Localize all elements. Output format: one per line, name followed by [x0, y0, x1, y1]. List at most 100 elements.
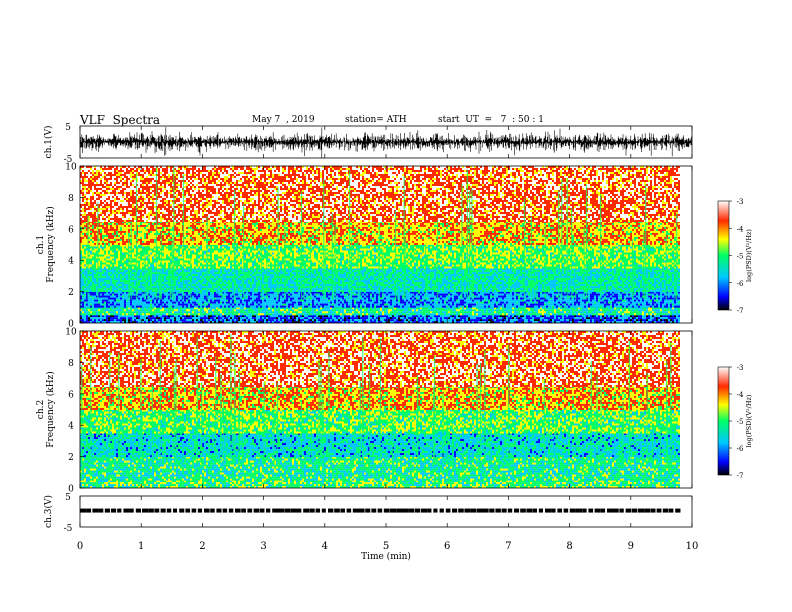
ch1-spectrogram-cell	[564, 307, 566, 310]
ch1-spectrogram-cell	[634, 321, 636, 324]
ch1-spectrogram-cell	[580, 319, 582, 322]
ch1-spectrogram-cell	[368, 303, 370, 306]
ch1-spectrogram-cell	[442, 293, 444, 296]
ch1-spectrogram-cell	[172, 317, 174, 320]
ch1-spectrogram-cell	[154, 317, 156, 320]
ch1-spectrogram-cell	[650, 315, 652, 318]
ch1-spectrogram-cell	[596, 321, 598, 324]
ch1-spectrogram-cell	[240, 297, 242, 300]
ch1-spectrogram-cell	[502, 319, 504, 322]
ch1-spectrogram-cell	[504, 315, 506, 318]
ch1-spectrogram-cell	[134, 321, 136, 324]
ch1-spectrogram-cell	[422, 291, 424, 294]
ch1-spectrogram-cell	[198, 317, 200, 320]
ch1-spectrogram-cell	[164, 319, 166, 322]
ch1-spectrogram-cell	[378, 313, 380, 316]
ch1-spectrogram-cell	[84, 301, 86, 304]
ch1-spectrogram-cell	[384, 297, 386, 300]
ch1-spectrogram-cell	[172, 315, 174, 318]
ch1-spectrogram-cell	[610, 299, 612, 302]
ch1-spectrogram-cell	[306, 321, 308, 324]
ch1-spectrogram-cell	[346, 313, 348, 316]
ch1-spectrogram-cell	[478, 301, 480, 304]
ch1-spectrogram-cell	[374, 299, 376, 302]
ch1-spectrogram-cell	[366, 303, 368, 306]
ch1-spectrogram-cell	[146, 297, 148, 300]
ch1-spectrogram-cell	[676, 303, 678, 306]
ch1-spectrogram-cell	[578, 311, 580, 314]
ch1-spectrogram-cell	[82, 268, 84, 271]
ch1-spectrogram-cell	[494, 295, 496, 298]
ch1-spectrogram-cell	[650, 303, 652, 306]
ch1-spectrogram-cell	[530, 305, 532, 308]
ch1-spectrogram-cell	[328, 303, 330, 306]
ch1-spectrogram-cell	[98, 313, 100, 316]
ch1-spectrogram-cell	[186, 303, 188, 306]
ch1-spectrogram-cell	[630, 301, 632, 304]
ch1-spectrogram-cell	[378, 317, 380, 320]
ch1-spectrogram-cell	[582, 317, 584, 320]
ch1-spectrogram-cell	[498, 297, 500, 300]
ch1-spectrogram-cell	[134, 293, 136, 296]
ch1-spectrogram-cell	[118, 315, 120, 318]
ch1-spectrogram-cell	[98, 301, 100, 304]
ch1-spectrogram-cell	[166, 291, 168, 294]
ch1-spectrogram-cell	[274, 291, 276, 294]
ch1-spectrogram-cell	[390, 321, 392, 324]
ch1-spectrogram-cell	[602, 295, 604, 298]
ch1-spectrogram-cell	[258, 301, 260, 304]
ch1-spectrogram-cell	[210, 311, 212, 314]
ch1-spectrogram-cell	[248, 311, 250, 314]
ch1-spectrogram-cell	[510, 293, 512, 296]
ch1-spectrogram-cell	[548, 313, 550, 316]
ch1-spectrogram-cell	[268, 301, 270, 304]
ch1-spectrogram-cell	[278, 311, 280, 314]
ch1-spectrogram-cell	[202, 303, 204, 306]
ch1-spectrogram-cell	[120, 299, 122, 302]
ch1-spectrogram-cell	[84, 297, 86, 300]
ch1-spectrogram-cell	[430, 303, 432, 306]
ch1-spectrogram-cell	[98, 295, 100, 298]
ch1-spectrogram-cell	[216, 311, 218, 314]
ch1-spectrogram-cell	[592, 311, 594, 314]
ch1-spectrogram-cell	[370, 317, 372, 320]
ch1-spectrogram-cell	[170, 309, 172, 312]
ch1-spectrogram-cell	[112, 297, 114, 300]
ch1-spectrogram-cell	[160, 301, 162, 304]
ch1-spectrogram-cell	[436, 301, 438, 304]
ch1-spectrogram-cell	[400, 311, 402, 314]
ch1-spectrogram-cell	[568, 321, 570, 324]
ch1-spectrogram-cell	[650, 317, 652, 320]
ch1-spectrogram-cell	[350, 311, 352, 314]
ch1-spectrogram-cell	[386, 311, 388, 314]
ch1-spectrogram-cell	[478, 295, 480, 298]
ch1-spectrogram-cell	[550, 301, 552, 304]
ch1-spectrogram-cell	[498, 291, 500, 294]
ch1-spectrogram-cell	[116, 297, 118, 300]
ch1-spectrogram-cell	[524, 315, 526, 318]
ch1-spectrogram-cell	[188, 319, 190, 322]
ch1-spectrogram-cell	[200, 293, 202, 296]
ch1-spectrogram-cell	[150, 321, 152, 324]
ch1-spectrogram-cell	[276, 293, 278, 296]
ch1-spectrogram-cell	[346, 311, 348, 314]
ch1-spectrogram-cell	[338, 295, 340, 298]
ch1-spectrogram-cell	[336, 309, 338, 312]
ch1-spectrogram-cell	[226, 305, 228, 308]
ch1-spectrogram-cell	[184, 317, 186, 320]
ch1-spectrogram-cell	[138, 313, 140, 316]
ch1-spectrogram-cell	[272, 315, 274, 318]
ch1-spectrogram-cell	[168, 305, 170, 308]
ch1-spectrogram-cell	[394, 311, 396, 314]
ch1-spectrogram-cell	[614, 313, 616, 316]
ch1-spectrogram-cell	[606, 311, 608, 314]
ch1-spectrogram-cell	[422, 303, 424, 306]
ch1-spectrogram-cell	[178, 293, 180, 296]
ch1-spectrogram-cell	[210, 321, 212, 324]
ch1-spectrogram-cell	[562, 305, 564, 308]
ch1-spectrogram-cell	[192, 309, 194, 312]
ch1-spectrogram-cell	[406, 303, 408, 306]
ch1-spectrogram-cell	[650, 311, 652, 314]
ch1-spectrogram-cell	[260, 313, 262, 316]
ch1-spectrogram-cell	[652, 321, 654, 324]
